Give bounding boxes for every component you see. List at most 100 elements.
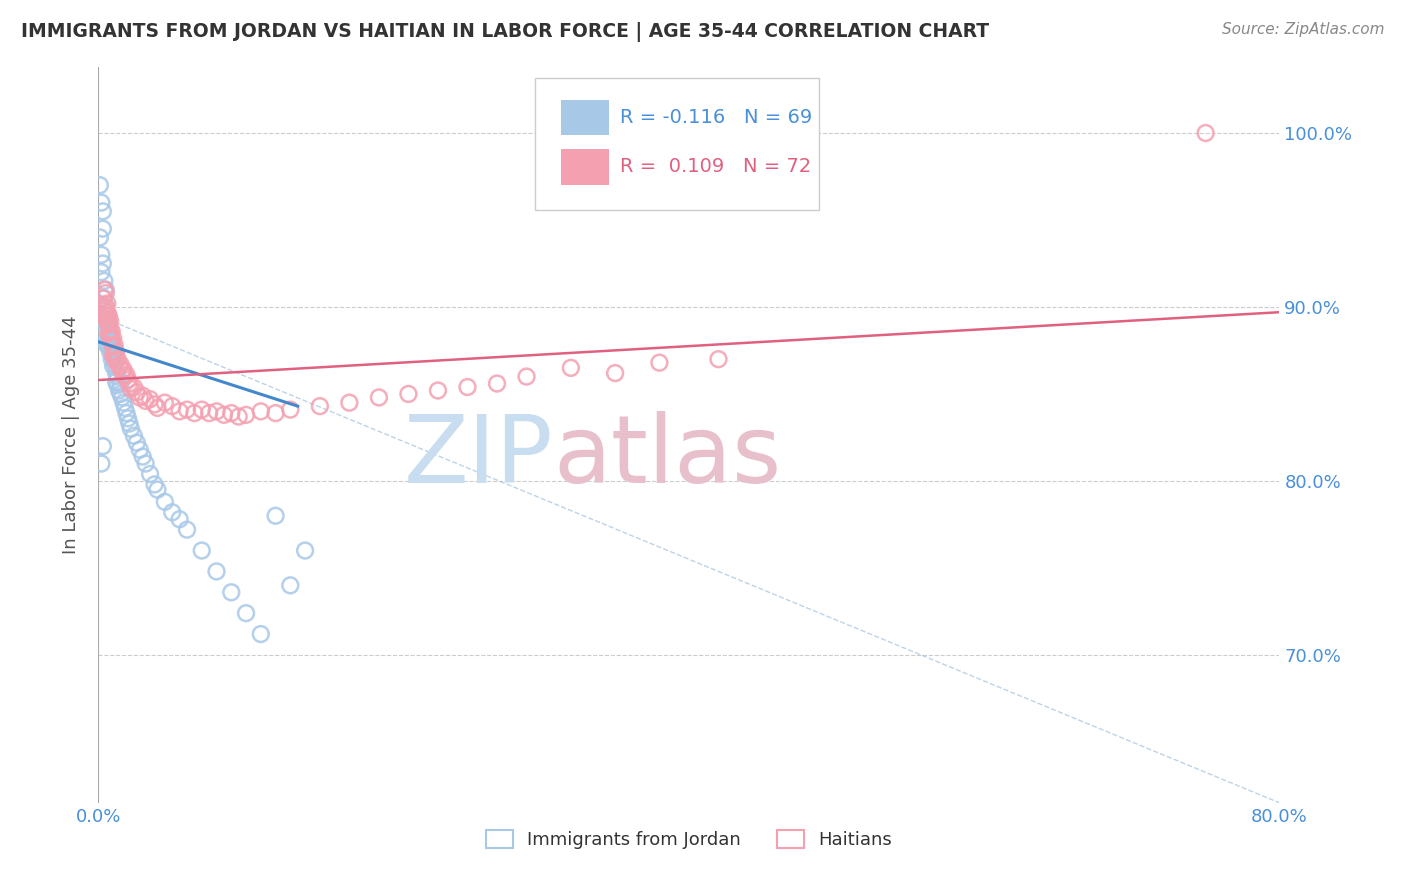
Point [91,221,114,235]
Point [89,178,111,193]
Point [90,265,112,279]
Point [162,505,183,519]
Point [264,508,287,523]
Point [93,303,115,318]
Point [139,392,162,407]
Point [309,399,332,413]
Point [132,389,155,403]
Point [339,395,361,409]
Point [103,359,125,373]
Point [94,286,117,301]
Point [96,296,118,310]
Point [153,495,176,509]
Point [111,391,134,405]
Point [128,391,150,405]
Point [98,323,121,337]
Point [98,336,121,351]
Point [560,360,582,375]
Point [212,408,235,422]
Point [122,428,145,442]
Point [93,314,115,328]
Point [114,401,136,415]
Point [117,373,139,387]
Point [94,283,117,297]
Point [135,393,157,408]
Point [264,406,287,420]
Point [96,309,118,323]
Point [97,318,120,332]
Point [398,387,420,401]
Point [120,422,142,436]
Point [93,303,115,318]
Point [205,404,228,418]
Point [96,305,118,319]
Point [153,395,176,409]
Point [280,402,302,417]
Point [98,331,121,345]
Point [97,329,120,343]
Point [110,387,132,401]
Point [117,411,139,425]
Point [112,362,135,376]
Point [118,417,141,431]
Point [103,331,125,345]
Y-axis label: In Labor Force | Age 35-44: In Labor Force | Age 35-44 [62,316,80,554]
Point [90,457,112,471]
Point [97,326,120,340]
Point [94,312,117,326]
Point [235,408,257,422]
Point [98,345,121,359]
Text: ZIP: ZIP [404,411,553,503]
Point [605,366,627,380]
Point [96,314,118,328]
Text: Source: ZipAtlas.com: Source: ZipAtlas.com [1222,22,1385,37]
Point [191,402,214,417]
Point [143,397,166,411]
Point [93,274,115,288]
Point [96,338,118,352]
Point [228,409,250,424]
Point [93,291,115,305]
Point [96,331,118,345]
Point [183,406,205,420]
Point [91,256,114,270]
Point [94,300,117,314]
Point [91,204,114,219]
Point [250,627,273,641]
Point [107,352,129,367]
Point [100,324,122,338]
Point [97,340,120,354]
Point [457,380,479,394]
Text: IMMIGRANTS FROM JORDAN VS HAITIAN IN LABOR FORCE | AGE 35-44 CORRELATION CHART: IMMIGRANTS FROM JORDAN VS HAITIAN IN LAB… [21,22,990,42]
Point [103,342,125,356]
Point [120,382,142,396]
Point [516,369,538,384]
Point [1195,126,1218,140]
Point [118,376,141,391]
Point [132,450,155,464]
Point [97,318,120,332]
Point [97,309,120,323]
Point [221,585,243,599]
Point [94,309,117,323]
Point [112,395,135,409]
Point [103,340,125,354]
Point [250,404,273,418]
Point [100,333,122,347]
Point [104,358,127,372]
Point [104,347,127,361]
Point [114,369,136,384]
Point [125,385,148,400]
Legend: Immigrants from Jordan, Haitians: Immigrants from Jordan, Haitians [478,822,900,856]
Point [100,343,122,358]
Point [135,457,157,471]
FancyBboxPatch shape [536,78,818,211]
Point [96,321,118,335]
Point [115,368,138,382]
Point [105,354,128,368]
Point [110,376,132,391]
Point [90,195,112,210]
Point [146,483,169,497]
Point [104,338,127,352]
Point [91,439,114,453]
